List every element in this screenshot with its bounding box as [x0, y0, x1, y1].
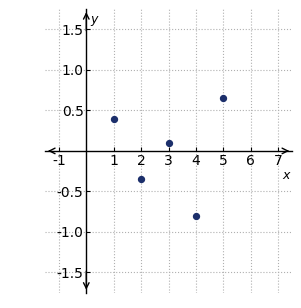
- Text: y: y: [90, 13, 98, 26]
- Point: [221, 96, 226, 101]
- Text: x: x: [282, 169, 289, 182]
- Point: [194, 213, 198, 218]
- Point: [139, 177, 144, 182]
- Point: [111, 116, 116, 121]
- Point: [166, 140, 171, 145]
